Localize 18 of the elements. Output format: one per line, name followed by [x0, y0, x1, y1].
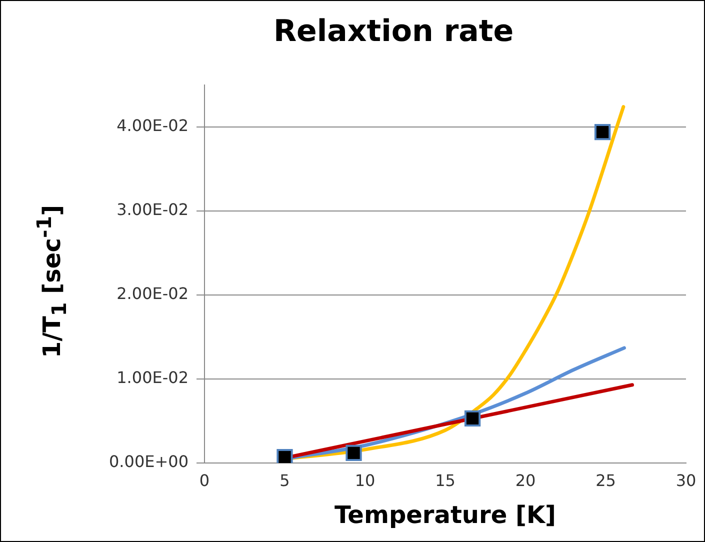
x-tick-label: 20 [515, 470, 536, 490]
x-tick-label: 10 [354, 470, 376, 490]
point [346, 444, 362, 461]
y-tick-label: 0.00E+00 [109, 452, 188, 472]
x-tick-label: 5 [280, 470, 290, 490]
y-tick-label: 4.00E-02 [116, 116, 188, 136]
point [594, 124, 611, 140]
chart-title: Relaxtion rate [273, 14, 514, 49]
point [464, 410, 481, 427]
x-tick-label: 30 [676, 470, 696, 490]
x-tick-label: 0 [199, 470, 210, 490]
x-tick-label: 25 [596, 470, 616, 490]
y-tick-label: 3.00E-02 [116, 200, 188, 220]
y-tick-label: 1.00E-02 [116, 368, 188, 388]
y-tick-label: 2.00E-02 [116, 284, 188, 304]
point [276, 449, 293, 463]
x-axis-title: Temperature [K] [334, 500, 556, 529]
x-tick-label: 15 [435, 470, 456, 490]
